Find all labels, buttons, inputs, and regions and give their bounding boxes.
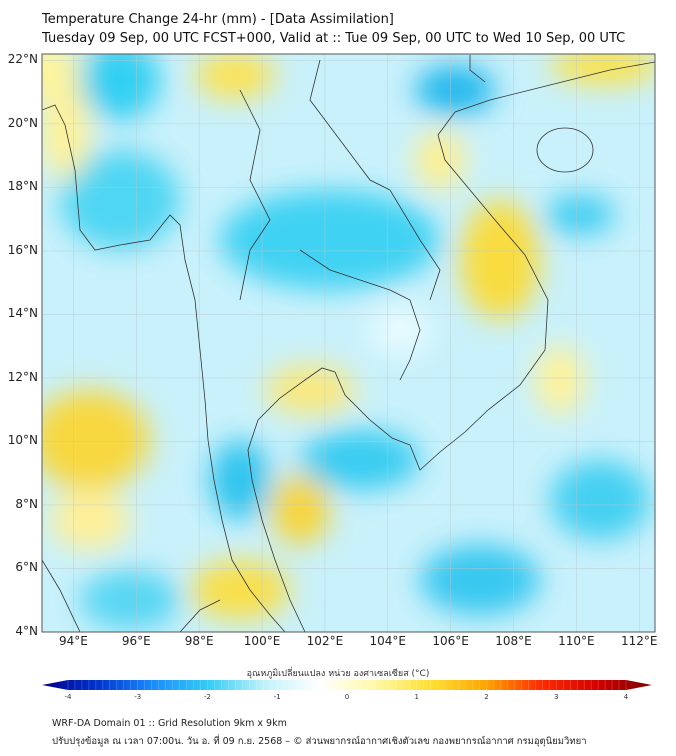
chart-title: Temperature Change 24-hr (mm) - [Data As…: [42, 12, 394, 27]
plot-frame: [41, 53, 656, 633]
lat-label: 20°N: [7, 115, 38, 130]
lat-label: 12°N: [7, 369, 38, 384]
lon-label: 112°E: [621, 634, 658, 648]
lon-label: 98°E: [184, 634, 214, 648]
lon-label: 102°E: [306, 634, 344, 648]
lon-label: 96°E: [121, 634, 151, 648]
lon-label: 110°E: [558, 634, 595, 648]
coastlines: [42, 55, 655, 632]
chart-subtitle: Tuesday 09 Sep, 00 UTC FCST+000, Valid a…: [42, 31, 626, 46]
lat-label: 10°N: [7, 433, 38, 448]
colorbar-tick-label: -1: [273, 693, 281, 701]
footer-model-info: WRF-DA Domain 01 :: Grid Resolution 9km …: [52, 718, 287, 729]
footer-update-info: ปรับปรุงข้อมูล ณ เวลา 07:00น. วัน อ. ที่…: [52, 736, 587, 747]
lat-label: 6°N: [15, 560, 38, 575]
lon-label: 104°E: [369, 634, 407, 648]
lat-label: 16°N: [7, 242, 38, 257]
colorbar-tick-label: 4: [623, 693, 629, 701]
temperature-field: [42, 54, 655, 632]
lat-label: 8°N: [15, 496, 38, 511]
lat-label: 18°N: [7, 179, 38, 194]
colorbar-tick-label: 0: [344, 693, 350, 701]
lat-label: 4°N: [15, 624, 38, 638]
lon-label: 100°E: [243, 634, 281, 648]
colorbar-tick-label: 3: [554, 693, 559, 701]
colorbar: [42, 680, 652, 690]
colorbar-tick-label: 2: [484, 693, 489, 701]
lon-label: 106°E: [432, 634, 469, 648]
colorbar-tick-label: -3: [134, 693, 142, 701]
colorbar-title: อุณหภูมิเปลี่ยนแปลง หน่วย องศาเซลเซียส (…: [246, 669, 430, 679]
colorbar-tick-label: -4: [64, 693, 72, 701]
colorbar-gradient: [42, 680, 652, 690]
colorbar-tick-label: 1: [414, 693, 419, 701]
lon-label: 108°E: [495, 634, 532, 648]
lat-label: 22°N: [7, 52, 38, 67]
lon-label: 94°E: [58, 634, 88, 648]
lat-label: 14°N: [7, 306, 38, 321]
colorbar-tick-label: -2: [204, 693, 211, 701]
